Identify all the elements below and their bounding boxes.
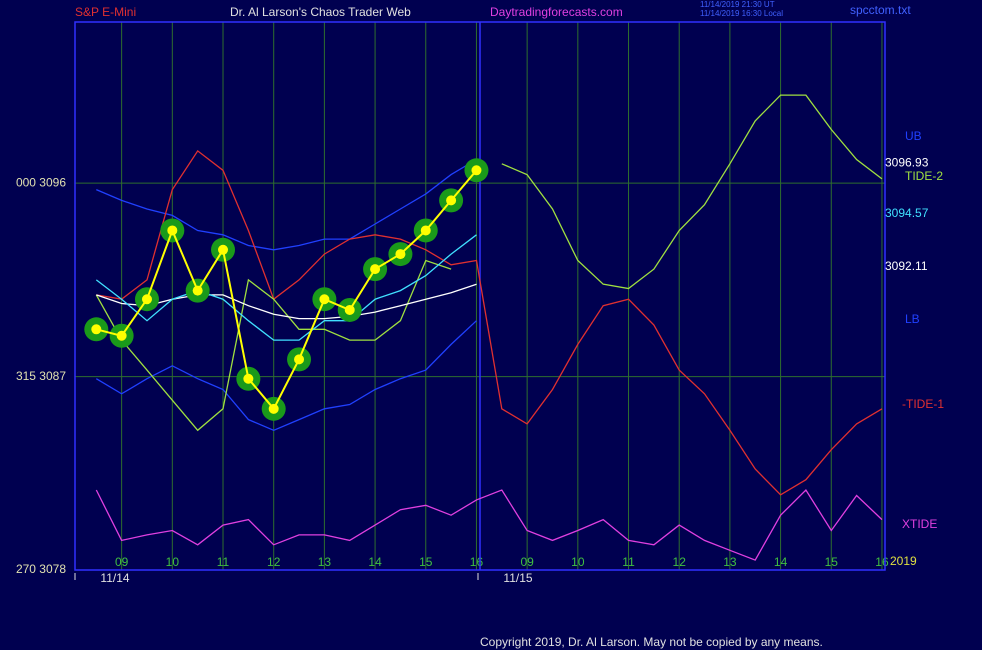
website: Daytradingforecasts.com [490, 5, 623, 19]
x-tick-label: 12 [673, 555, 687, 569]
file-name: spcctom.txt [850, 3, 911, 17]
x-tick-label: 14 [774, 555, 788, 569]
x-tick-label: 11 [217, 555, 230, 569]
series-label: TIDE-2 [905, 169, 943, 183]
price-dot [268, 403, 279, 414]
price-dot [167, 225, 178, 236]
date-label: 11/15 [503, 571, 532, 585]
price-dot [395, 249, 406, 260]
series-line [96, 158, 477, 251]
price-dot [243, 373, 254, 384]
y-tick-label: 315 3087 [16, 369, 66, 383]
y-tick-label: 270 3078 [16, 562, 66, 576]
series-line [95, 234, 477, 341]
x-tick-label: 16 [875, 555, 889, 569]
copyright: Copyright 2019, Dr. Al Larson. May not b… [480, 635, 823, 649]
series-label: XTIDE [902, 517, 937, 531]
level-label: 3096.93 [885, 155, 929, 169]
series-line [95, 488, 883, 561]
price-dot [218, 244, 229, 255]
price-dot [471, 165, 482, 176]
price-dot [446, 195, 457, 206]
price-dot [294, 354, 305, 365]
level-label: 3092.11 [885, 259, 928, 273]
x-tick-label: 14 [368, 555, 382, 569]
series-label: UB [905, 129, 922, 143]
x-tick-label: 10 [571, 555, 585, 569]
chart-title: Dr. Al Larson's Chaos Trader Web [230, 5, 411, 19]
series-line [95, 320, 477, 432]
series-line [96, 149, 883, 496]
x-tick-label: 13 [723, 555, 737, 569]
price-dot [116, 330, 127, 341]
symbol: S&P E-Mini [75, 5, 136, 19]
price-dot [141, 294, 152, 305]
price-dot [420, 225, 431, 236]
x-tick-label: 11 [622, 555, 635, 569]
price-dot [344, 304, 355, 315]
x-tick-label: 15 [419, 555, 433, 569]
year-label: 2019 [890, 554, 917, 568]
series-label: -TIDE-1 [902, 397, 944, 411]
x-tick-label: 09 [520, 555, 534, 569]
price-dot [192, 285, 203, 296]
date-label: 11/14 [100, 571, 129, 585]
series-line [96, 283, 477, 320]
x-tick-label: 12 [267, 555, 281, 569]
x-tick-label: 15 [825, 555, 839, 569]
series-line [96, 169, 478, 411]
timestamp: 11/14/2019 21:30 UT [700, 0, 775, 9]
timestamp: 11/14/2019 16:30 Local [700, 9, 783, 18]
x-tick-label: 09 [115, 555, 129, 569]
x-tick-label: 10 [166, 555, 180, 569]
x-tick-label: 13 [318, 555, 332, 569]
price-dot [370, 264, 381, 275]
series-label: LB [905, 312, 920, 326]
y-tick-label: 000 3096 [16, 175, 66, 189]
level-label: 3094.57 [885, 206, 929, 220]
x-tick-label: 16 [470, 555, 484, 569]
price-dot [319, 294, 330, 305]
series-line [95, 94, 883, 432]
price-dot [91, 324, 102, 335]
